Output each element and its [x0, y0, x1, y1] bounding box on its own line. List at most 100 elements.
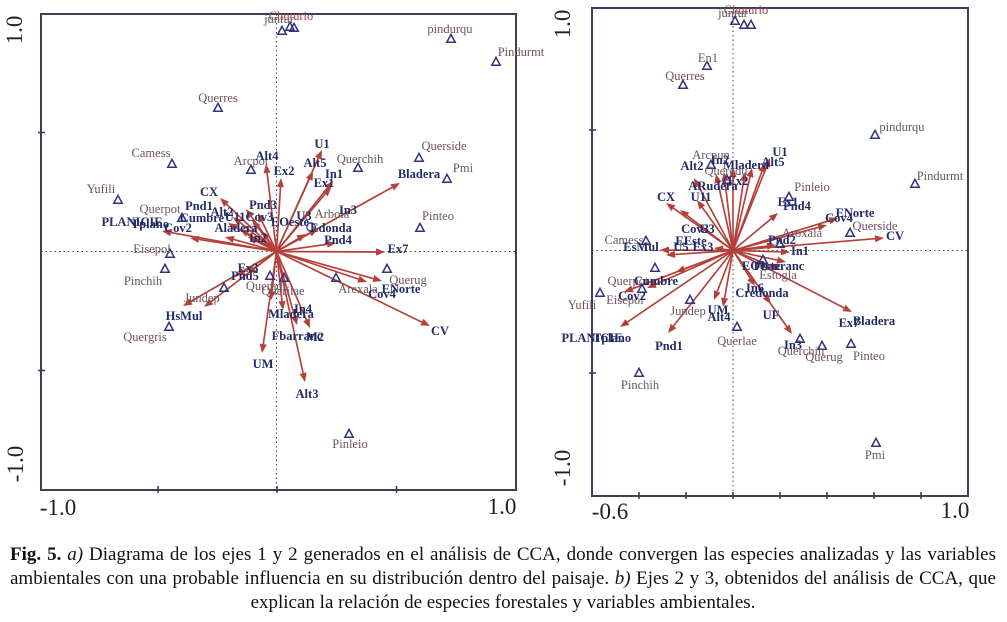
svg-text:Pinchih: Pinchih	[621, 378, 660, 392]
svg-text:In2: In2	[711, 153, 729, 167]
svg-text:Arexala: Arexala	[338, 282, 378, 296]
svg-text:Querside: Querside	[852, 219, 898, 233]
svg-text:Arcpun: Arcpun	[692, 148, 730, 162]
svg-text:Cov3: Cov3	[681, 222, 709, 236]
svg-text:CX: CX	[657, 190, 675, 204]
svg-text:Querlae: Querlae	[717, 334, 757, 348]
svg-text:Pnd2: Pnd2	[768, 233, 796, 247]
svg-text:Alt4: Alt4	[708, 310, 732, 324]
svg-text:1.0: 1.0	[550, 10, 575, 39]
svg-text:Querres: Querres	[665, 69, 705, 83]
svg-text:Pnd1: Pnd1	[185, 199, 213, 213]
svg-text:Quergris: Quergris	[123, 330, 167, 344]
svg-text:Ex7: Ex7	[839, 316, 860, 330]
svg-text:pindurqu: pindurqu	[879, 120, 925, 134]
svg-text:Eisepol: Eisepol	[133, 242, 171, 256]
svg-text:U1: U1	[772, 145, 787, 159]
svg-text:-1.0: -1.0	[3, 446, 28, 482]
svg-text:Querpot: Querpot	[140, 202, 181, 216]
svg-text:Querilae: Querilae	[261, 284, 304, 298]
svg-text:1.0: 1.0	[488, 494, 517, 519]
svg-text:HsMul: HsMul	[166, 309, 203, 323]
svg-text:-1.0: -1.0	[550, 450, 575, 486]
svg-text:Ex1: Ex1	[778, 195, 799, 209]
svg-text:U1: U1	[314, 137, 329, 151]
svg-text:En1: En1	[698, 51, 718, 65]
svg-text:juntur: juntur	[263, 12, 295, 26]
svg-text:Ex1: Ex1	[314, 176, 335, 190]
svg-text:Querchih: Querchih	[337, 152, 384, 166]
svg-text:In6: In6	[746, 281, 764, 295]
svg-text:Eisepol: Eisepol	[606, 293, 644, 307]
svg-text:Aroxala: Aroxala	[782, 226, 823, 240]
svg-text:Querug: Querug	[389, 273, 427, 287]
svg-text:EOeste: EOeste	[742, 259, 781, 273]
svg-text:Ex7: Ex7	[388, 242, 409, 256]
svg-text:Querug: Querug	[805, 350, 843, 364]
svg-text:In1: In1	[325, 167, 343, 181]
svg-text:In3: In3	[339, 203, 357, 217]
svg-text:Credonda: Credonda	[735, 286, 789, 300]
svg-text:In4: In4	[294, 302, 313, 316]
svg-text:1.0: 1.0	[941, 498, 970, 523]
svg-text:EsMul: EsMul	[623, 240, 659, 254]
svg-text:UF: UF	[763, 308, 780, 322]
svg-text:Yufili: Yufili	[568, 298, 597, 312]
svg-text:Ex3: Ex3	[693, 240, 714, 254]
svg-text:Mladera: Mladera	[268, 307, 315, 321]
svg-text:Queradi: Queradi	[246, 279, 287, 293]
svg-text:EOeste: EOeste	[271, 215, 310, 229]
svg-text:Pinchih: Pinchih	[124, 274, 163, 288]
svg-text:PLANICIE: PLANICIE	[561, 331, 622, 345]
svg-text:Fbarranc: Fbarranc	[272, 329, 323, 343]
svg-text:U11: U11	[691, 190, 712, 204]
svg-text:Pnd4: Pnd4	[324, 233, 353, 247]
svg-text:Chuturio: Chuturio	[269, 9, 313, 23]
svg-text:pindurqu: pindurqu	[427, 22, 473, 36]
svg-text:Pnd3: Pnd3	[249, 198, 277, 212]
svg-text:Alt2: Alt2	[681, 159, 704, 173]
svg-text:-1.0: -1.0	[40, 495, 76, 520]
svg-text:Alt5: Alt5	[762, 155, 785, 169]
svg-text:CX: CX	[200, 185, 218, 199]
svg-text:In3: In3	[784, 338, 802, 352]
svg-text:U3: U3	[296, 209, 311, 223]
svg-text:Cov4: Cov4	[368, 287, 397, 301]
svg-text:Cumbre: Cumbre	[180, 211, 225, 225]
svg-text:Pinteo: Pinteo	[853, 349, 885, 363]
svg-text:Yufili: Yufili	[87, 182, 116, 196]
svg-text:Arcpot: Arcpot	[234, 154, 269, 168]
svg-text:Pindurmt: Pindurmt	[917, 169, 964, 183]
svg-text:Ex2: Ex2	[274, 164, 295, 178]
svg-text:Jundep: Jundep	[670, 304, 705, 318]
svg-text:Pmi: Pmi	[453, 161, 474, 175]
svg-text:Bladera: Bladera	[398, 167, 441, 181]
svg-text:Jundep: Jundep	[184, 291, 219, 305]
svg-text:In1: In1	[791, 244, 809, 258]
svg-text:Mladera: Mladera	[723, 158, 770, 172]
svg-text:Pinleio: Pinleio	[332, 437, 367, 451]
svg-text:EEste: EEste	[675, 234, 707, 248]
svg-text:ENorte: ENorte	[836, 206, 875, 220]
svg-text:Pmi: Pmi	[865, 448, 886, 462]
svg-text:Cov2: Cov2	[164, 221, 192, 235]
svg-text:Ex3: Ex3	[238, 261, 259, 275]
svg-text:UM: UM	[708, 303, 729, 317]
svg-text:-0.6: -0.6	[592, 499, 628, 524]
svg-text:Bladera: Bladera	[853, 314, 896, 328]
svg-text:1.0: 1.0	[2, 16, 27, 45]
svg-text:Pinleio: Pinleio	[794, 180, 829, 194]
svg-text:Cov4: Cov4	[825, 211, 854, 225]
svg-text:Queredu: Queredu	[704, 164, 748, 178]
svg-text:Pnd4: Pnd4	[783, 199, 812, 213]
svg-text:Tplano: Tplano	[131, 217, 169, 231]
svg-text:Camess: Camess	[132, 146, 171, 160]
svg-text:PLANICIE: PLANICIE	[101, 215, 162, 229]
svg-text:ARudera: ARudera	[688, 179, 738, 193]
svg-text:M2: M2	[306, 330, 324, 344]
svg-text:Aladera: Aladera	[214, 221, 258, 235]
svg-text:Cumbre: Cumbre	[634, 274, 679, 288]
svg-text:Fbarranc: Fbarranc	[754, 259, 805, 273]
svg-text:Chuturio: Chuturio	[724, 3, 768, 17]
svg-text:Camess: Camess	[605, 233, 644, 247]
